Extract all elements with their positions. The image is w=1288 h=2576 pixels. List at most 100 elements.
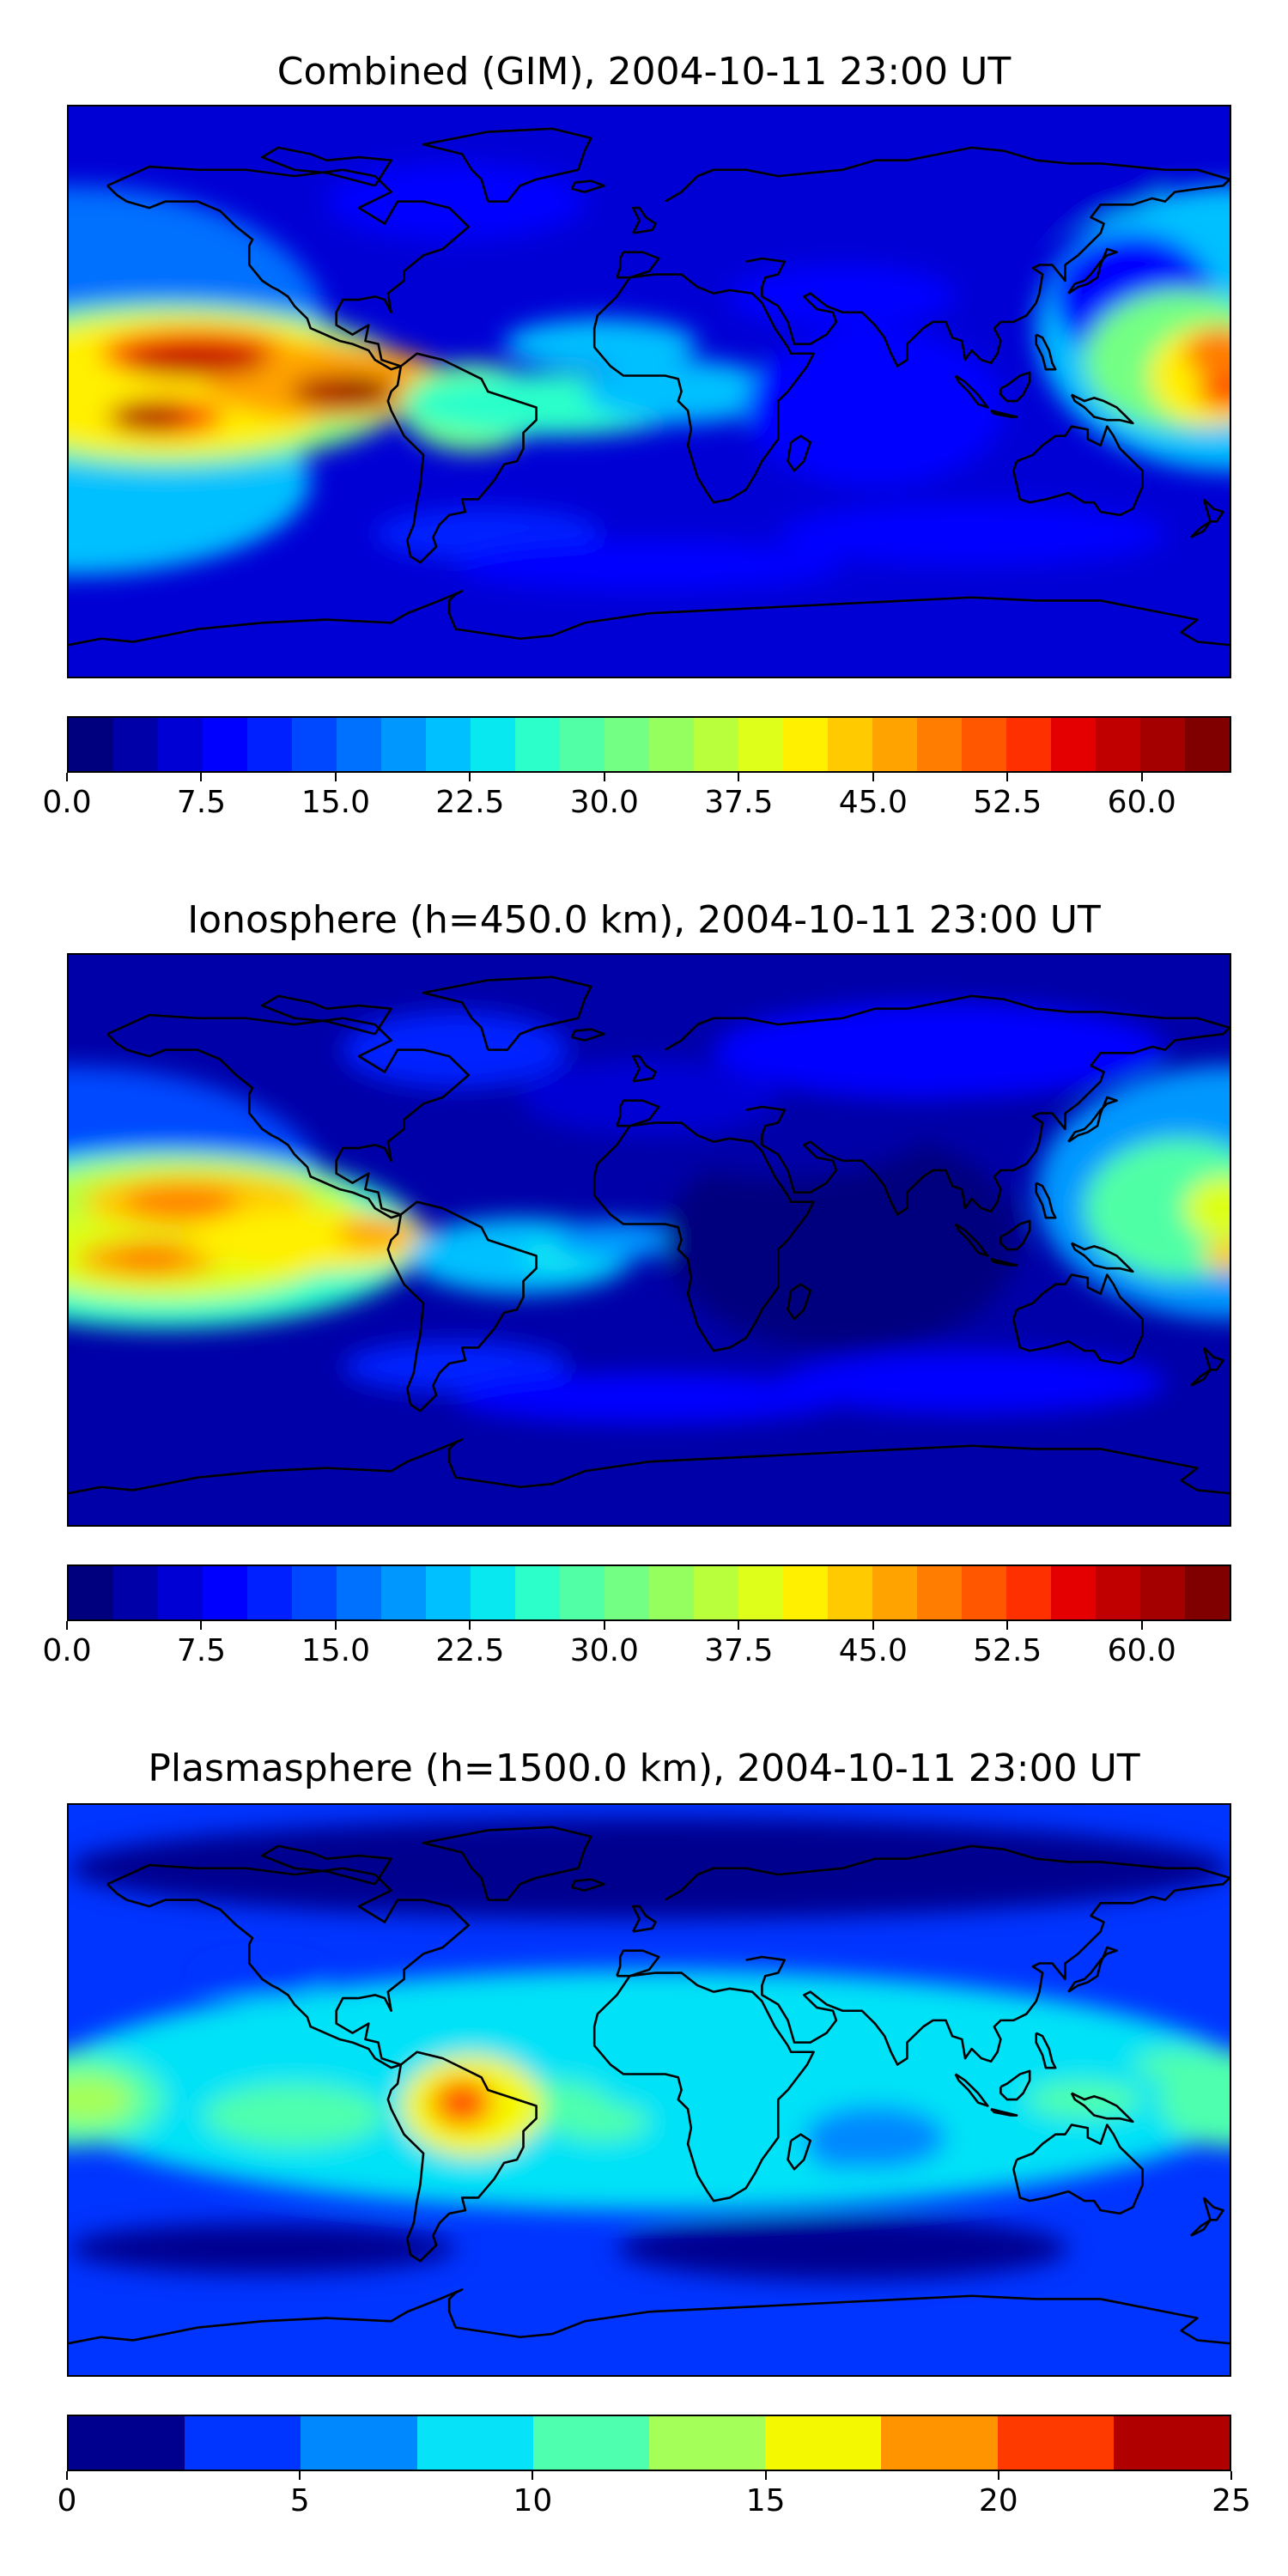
tec-field (69, 1002, 1230, 1424)
colorbar-segment (560, 718, 605, 771)
tec-region (714, 1002, 1165, 1097)
tec-region (69, 1817, 1230, 1919)
tec-field (69, 137, 1230, 592)
coastline (745, 1876, 1230, 2066)
ionosphere-map-svg (69, 955, 1230, 1525)
combined-colorbar (67, 716, 1231, 773)
ionosphere-colorbar-ticks: 0.0 7.5 15.0 22.5 30.0 37.5 45.0 52.5 60.0 (42, 1621, 1231, 1673)
colorbar-segment (381, 718, 426, 771)
colorbar-segment (426, 1566, 471, 1619)
tec-region (729, 264, 956, 329)
coastline (261, 1844, 392, 1886)
coastline (745, 1026, 1230, 1216)
colorbar-segment (917, 1566, 962, 1619)
coastline (954, 374, 989, 409)
colorbar-segment (872, 718, 917, 771)
colorbar-segment (962, 718, 1006, 771)
colorbar-tick (997, 2471, 999, 2480)
colorbar-tick-label: 15 (745, 2483, 786, 2518)
colorbar-segment (1096, 1566, 1140, 1619)
colorbar-tick (603, 773, 605, 781)
coastline (999, 1219, 1031, 1251)
combined-colorbar-ticks: 0.0 7.5 15.0 22.5 30.0 37.5 45.0 52.5 60.0 (42, 773, 1231, 824)
colorbar-segment (113, 1566, 158, 1619)
coastline (1190, 1368, 1212, 1387)
coastline (386, 2050, 538, 2263)
colorbar-segment (69, 718, 113, 771)
colorbar-tick-label: 45.0 (838, 785, 908, 820)
colorbar-tick-label: 37.5 (704, 785, 774, 820)
tec-region (126, 343, 269, 376)
colorbar-tick (1006, 1621, 1009, 1630)
colorbar-tick (738, 1621, 740, 1630)
tec-region (1203, 1240, 1230, 1272)
colorbar-tick-label: 30.0 (569, 785, 639, 820)
tec-region (552, 2102, 649, 2142)
colorbar-segment (962, 1566, 1006, 1619)
colorbar-tick (299, 2471, 301, 2480)
colorbar-segment (532, 2416, 650, 2470)
colorbar-segment (1113, 2416, 1230, 2470)
colorbar-tick (872, 773, 874, 781)
tec-region (810, 2137, 875, 2170)
plasmasphere-colorbar (67, 2415, 1231, 2471)
coastline (665, 1844, 1230, 1901)
tec-region (1084, 1138, 1230, 1279)
colorbar-tick-label: 15.0 (301, 785, 370, 820)
colorbar-segment (881, 2416, 998, 2470)
coastline (1202, 1346, 1224, 1371)
colorbar-segment (337, 718, 381, 771)
combined-panel: Combined (GIM), 2004-10-11 23:00 UT 0.0 7… (0, 0, 1288, 859)
colorbar-segment (1096, 718, 1140, 771)
colorbar-tick-label: 60.0 (1107, 1633, 1176, 1668)
plasmasphere-map-svg (69, 1805, 1230, 2375)
colorbar-segment (738, 718, 783, 771)
ionosphere-panel: Ionosphere (h=450.0 km), 2004-10-11 23:0… (42, 898, 1231, 1673)
coastline (990, 1257, 1018, 1267)
tec-region (1184, 1176, 1230, 1240)
tec-region (455, 1372, 843, 1424)
tec-region (617, 2216, 1069, 2281)
colorbar-tick-label: 52.5 (973, 785, 1042, 820)
colorbar-segment (997, 2416, 1114, 2470)
colorbar-segment (605, 718, 649, 771)
coastline (787, 434, 812, 472)
tec-region (326, 163, 585, 240)
colorbar-tick (334, 773, 337, 781)
colorbar-tick-label: 15.0 (301, 1633, 370, 1668)
coastline (69, 2288, 1230, 2345)
colorbar-segment (471, 1566, 515, 1619)
colorbar-tick (764, 2471, 767, 2480)
tec-region (1133, 2049, 1230, 2081)
coastline (422, 975, 592, 1051)
coastline (422, 1826, 592, 1901)
tec-region (745, 328, 1005, 487)
colorbar-segment (649, 2416, 766, 2470)
ionosphere-map (67, 953, 1231, 1527)
tec-region (110, 404, 188, 430)
colorbar-segment (738, 1566, 783, 1619)
colorbar-tick (469, 1621, 471, 1630)
colorbar-tick-label: 0.0 (42, 785, 92, 820)
colorbar-tick-label: 0 (57, 2483, 77, 2518)
colorbar-tick-label: 7.5 (176, 785, 227, 820)
colorbar-segment (783, 1566, 828, 1619)
colorbar-tick (1140, 1621, 1143, 1630)
colorbar-segment (337, 1566, 381, 1619)
colorbar-segment (872, 1566, 917, 1619)
coastline (261, 994, 392, 1036)
coastlines (69, 975, 1230, 1495)
colorbar-tick (532, 2471, 534, 2480)
coastline (261, 146, 392, 187)
coastline (1190, 2218, 1212, 2237)
combined-map-svg (69, 106, 1230, 677)
colorbar-segment (515, 1566, 560, 1619)
coastline (665, 146, 1230, 203)
colorbar-tick (334, 1621, 337, 1630)
colorbar-tick-label: 25 (1212, 2483, 1251, 2518)
coastlines (69, 127, 1230, 647)
coastline (422, 127, 592, 203)
colorbar-tick (1006, 773, 1009, 781)
colorbar-tick-label: 20 (978, 2483, 1018, 2518)
colorbar-segment (1006, 718, 1051, 771)
